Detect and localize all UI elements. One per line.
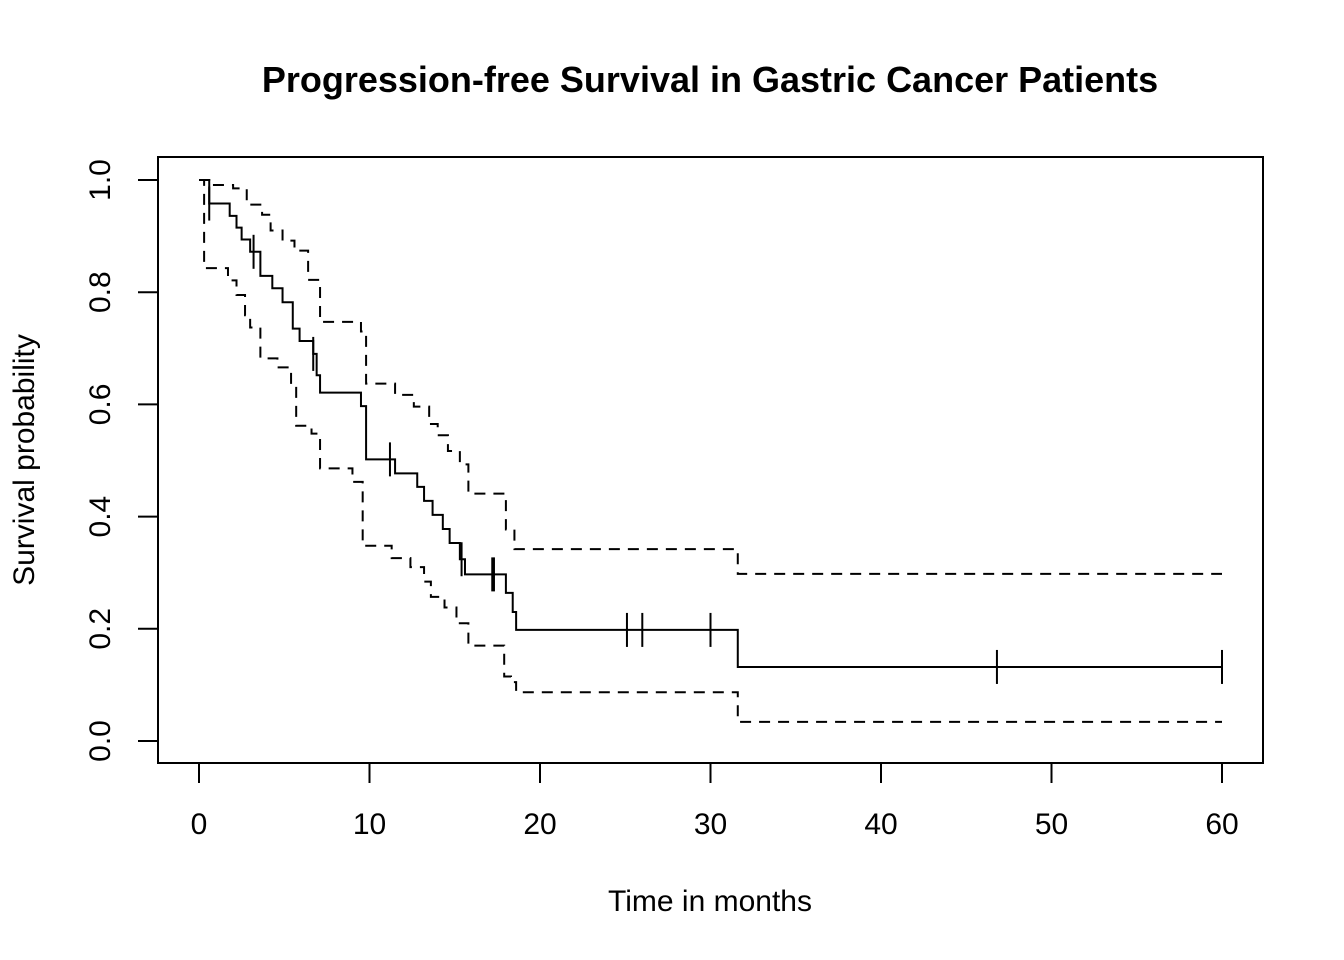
y-tick-label: 0.4 (84, 496, 117, 538)
y-tick-label: 0.6 (84, 384, 117, 426)
chart-title: Progression-free Survival in Gastric Can… (262, 59, 1158, 100)
y-axis: 0.0 0.2 0.4 0.6 0.8 1.0 (84, 159, 159, 762)
x-axis-label: Time in months (608, 885, 812, 918)
x-axis: 0 10 20 30 40 50 60 (191, 762, 1239, 841)
x-tick-label: 30 (694, 808, 727, 841)
x-tick-label: 20 (523, 808, 556, 841)
x-tick-label: 10 (353, 808, 386, 841)
y-tick-label: 0.8 (84, 271, 117, 313)
y-tick-label: 1.0 (84, 159, 117, 201)
ci-upper-curve (199, 179, 1222, 575)
y-tick-label: 0.2 (84, 608, 117, 650)
ci-lower-curve (199, 179, 1222, 723)
y-axis-label: Survival probability (8, 334, 41, 586)
y-tick-label: 0.0 (84, 720, 117, 762)
series-layer (199, 179, 1222, 723)
x-tick-label: 50 (1035, 808, 1068, 841)
plot-frame (157, 156, 1264, 764)
x-tick-label: 60 (1205, 808, 1238, 841)
censor-marks (208, 186, 1223, 684)
x-tick-label: 0 (191, 808, 208, 841)
x-tick-label: 40 (864, 808, 897, 841)
survival-curve (199, 179, 1222, 668)
